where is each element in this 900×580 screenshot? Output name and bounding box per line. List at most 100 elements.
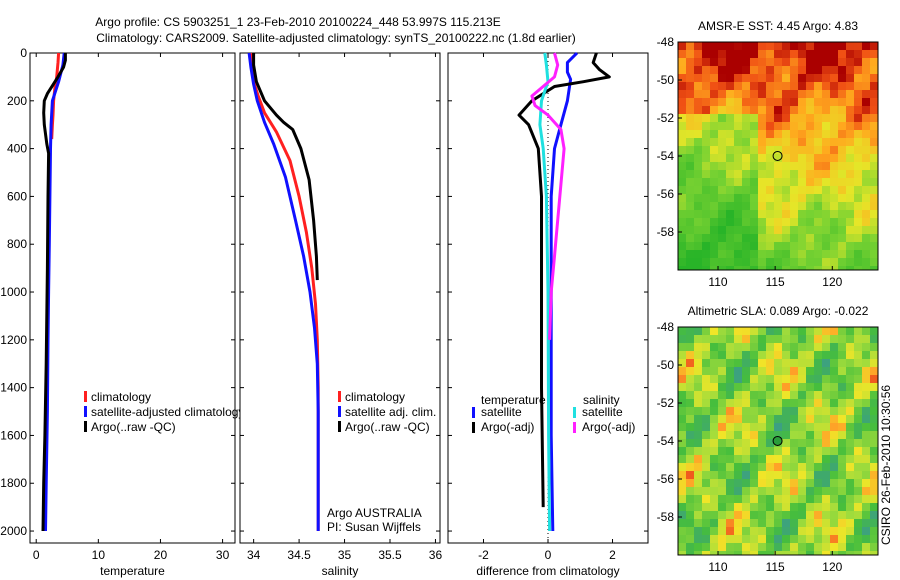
map-cell	[774, 218, 782, 226]
map-cell	[782, 471, 790, 479]
map-cell	[862, 162, 870, 170]
map-cell	[822, 154, 830, 162]
map-cell	[806, 58, 814, 66]
map-cell	[870, 154, 878, 162]
map-cell	[798, 511, 806, 519]
map-cell	[854, 146, 862, 154]
map-cell	[854, 535, 862, 543]
map-cell	[814, 487, 822, 495]
map-cell	[774, 186, 782, 194]
map-cell	[766, 66, 774, 74]
legend-entry: climatology	[345, 390, 405, 404]
map-cell	[758, 535, 766, 543]
map-cell	[846, 202, 854, 210]
map-cell	[750, 146, 758, 154]
map-cell	[798, 138, 806, 146]
map-cell	[758, 359, 766, 367]
map-cell	[710, 439, 718, 447]
map-cell	[790, 90, 798, 98]
map-cell	[750, 50, 758, 58]
map-cell	[678, 447, 686, 455]
map-cell	[862, 210, 870, 218]
map-cell	[694, 202, 702, 210]
map-cell	[734, 535, 742, 543]
map-cell	[830, 66, 838, 74]
map-cell	[710, 170, 718, 178]
map-cell	[846, 447, 854, 455]
map-cell	[790, 242, 798, 250]
map-cell	[742, 98, 750, 106]
map-cell	[814, 407, 822, 415]
map-cell	[702, 439, 710, 447]
map-cell	[830, 543, 838, 551]
map-cell	[726, 519, 734, 527]
x-tick-label: 10	[92, 548, 106, 562]
map-cell	[862, 202, 870, 210]
map-cell	[678, 266, 686, 270]
map-cell	[734, 98, 742, 106]
map-cell	[758, 90, 766, 98]
map-cell	[750, 178, 758, 186]
map-cell	[766, 447, 774, 455]
map-cell	[742, 471, 750, 479]
map-cell	[678, 359, 686, 367]
map-cell	[830, 42, 838, 50]
map-cell	[846, 74, 854, 82]
map-cell	[718, 194, 726, 202]
map-cell	[846, 82, 854, 90]
map-cell	[822, 463, 830, 471]
map-cell	[742, 415, 750, 423]
map-cell	[782, 98, 790, 106]
map-cell	[798, 527, 806, 535]
map-cell	[814, 250, 822, 258]
map-cell	[718, 66, 726, 74]
map-cell	[798, 74, 806, 82]
map-cell	[838, 391, 846, 399]
map-cell	[798, 194, 806, 202]
map-cell	[734, 503, 742, 511]
map-cell	[870, 391, 878, 399]
map-cell	[830, 58, 838, 66]
map-cell	[718, 455, 726, 463]
map-cell	[798, 551, 806, 555]
map-cell	[862, 90, 870, 98]
map-cell	[806, 551, 814, 555]
legend-swatch	[573, 422, 576, 433]
map-cell	[822, 202, 830, 210]
map-cell	[814, 98, 822, 106]
map-cell	[806, 178, 814, 186]
map-cell	[822, 439, 830, 447]
map-cell	[862, 359, 870, 367]
map-cell	[790, 551, 798, 555]
annotation-argo: Argo AUSTRALIA	[327, 506, 422, 520]
map-cell	[766, 479, 774, 487]
y-tick-label: -54	[657, 434, 675, 448]
map-cell	[710, 431, 718, 439]
x-tick-label: 115	[766, 560, 785, 574]
map-cell	[686, 242, 694, 250]
map-cell	[838, 66, 846, 74]
map-cell	[678, 106, 686, 114]
map-cell	[694, 551, 702, 555]
map-cell	[854, 114, 862, 122]
map-cell	[710, 162, 718, 170]
y-tick-label: -58	[657, 225, 675, 239]
map-cell	[822, 343, 830, 351]
map-cell	[790, 250, 798, 258]
map-cell	[758, 447, 766, 455]
map-cell	[782, 178, 790, 186]
map-cell	[686, 218, 694, 226]
map-cell	[862, 42, 870, 50]
map-cell	[678, 487, 686, 495]
map-cell	[702, 138, 710, 146]
map-cell	[814, 210, 822, 218]
map-cell	[702, 82, 710, 90]
map-cell	[718, 154, 726, 162]
map-cell	[822, 98, 830, 106]
map-cell	[854, 423, 862, 431]
map-cell	[790, 218, 798, 226]
map-cell	[758, 58, 766, 66]
map-cell	[702, 50, 710, 58]
map-cell	[750, 194, 758, 202]
map-cell	[838, 122, 846, 130]
